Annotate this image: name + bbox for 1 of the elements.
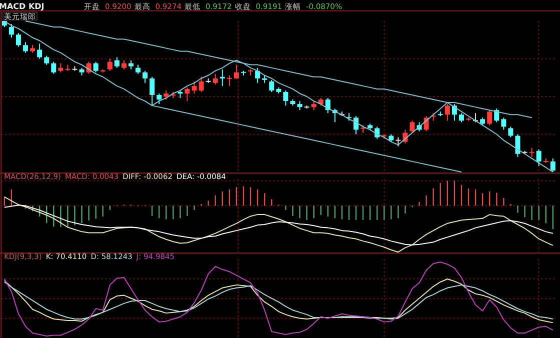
- text: MACD KDJ: [0, 2, 44, 11]
